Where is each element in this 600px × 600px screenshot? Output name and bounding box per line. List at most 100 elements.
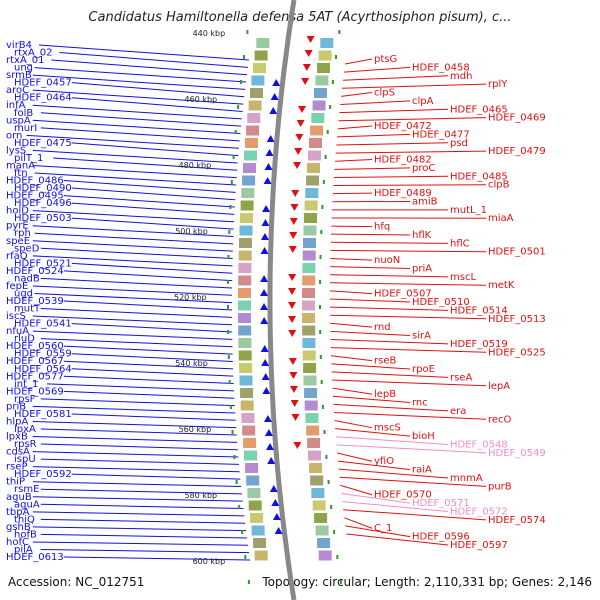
gene-label-hdef-0513[interactable]: HDEF_0513 bbox=[488, 314, 546, 325]
gene-label-hdef-0475[interactable]: HDEF_0475 bbox=[14, 138, 72, 149]
gene-label-rnc[interactable]: rnc bbox=[412, 398, 428, 409]
gene-label-infa[interactable]: infA bbox=[6, 100, 26, 111]
gene-label-mdh[interactable]: mdh bbox=[450, 71, 472, 82]
gene-label-hdef-0577[interactable]: HDEF_0577 bbox=[6, 371, 64, 382]
gene-label-proc[interactable]: proC bbox=[412, 163, 435, 174]
gene-label-hflc[interactable]: hflC bbox=[450, 238, 470, 249]
gene-label-miaa[interactable]: miaA bbox=[488, 213, 514, 224]
gene-label-thip[interactable]: thiP bbox=[6, 477, 25, 488]
gene-label-hdef-0569[interactable]: HDEF_0569 bbox=[6, 386, 64, 397]
gene-label-rpsf[interactable]: rpsF bbox=[14, 394, 36, 405]
gene-label-nfua[interactable]: nfuA bbox=[6, 326, 29, 337]
gene-label-hold[interactable]: holD bbox=[6, 206, 29, 217]
gene-label-pyre[interactable]: pyrE bbox=[6, 221, 29, 232]
gene-label-rsep[interactable]: rseP bbox=[6, 462, 28, 473]
gene-label-pilt-1[interactable]: pilT_1 bbox=[14, 153, 43, 164]
gene-label-hdef-0510[interactable]: HDEF_0510 bbox=[412, 297, 470, 308]
gene-label-hdef-0571[interactable]: HDEF_0571 bbox=[412, 498, 470, 509]
gene-label-rlud[interactable]: rluD bbox=[14, 334, 35, 345]
gene-label-clpa[interactable]: clpA bbox=[412, 96, 434, 107]
gene-label-hdef-0496[interactable]: HDEF_0496 bbox=[14, 198, 72, 209]
gene-label-pila[interactable]: pilA bbox=[14, 544, 33, 555]
gene-label-hdef-0479[interactable]: HDEF_0479 bbox=[488, 146, 546, 157]
gene-label-rpsr[interactable]: rpsR bbox=[14, 439, 37, 450]
gene-label-hdef-0486[interactable]: HDEF_0486 bbox=[6, 176, 64, 187]
gene-label-hdef-0490[interactable]: HDEF_0490 bbox=[14, 183, 72, 194]
gene-label-hofc[interactable]: hofC bbox=[6, 537, 29, 548]
gene-label-hdef-0472[interactable]: HDEF_0472 bbox=[374, 121, 432, 132]
gene-label-psd[interactable]: psd bbox=[450, 138, 468, 149]
gene-label-hdef-0501[interactable]: HDEF_0501 bbox=[488, 247, 546, 258]
gene-label-hdef-0507[interactable]: HDEF_0507 bbox=[374, 289, 432, 300]
gene-label-hdef-0465[interactable]: HDEF_0465 bbox=[450, 104, 508, 115]
gene-label-cdsa[interactable]: cdsA bbox=[6, 447, 30, 458]
gene-label-rply[interactable]: rplY bbox=[488, 79, 508, 90]
gene-label-lepa[interactable]: lepA bbox=[488, 381, 510, 392]
gene-label-mutt[interactable]: mutT bbox=[14, 304, 41, 315]
gene-label-rtxa-01[interactable]: rtxA_01 bbox=[6, 55, 45, 66]
gene-label-hdef-0567[interactable]: HDEF_0567 bbox=[6, 356, 64, 367]
gene-label-hdef-0485[interactable]: HDEF_0485 bbox=[450, 171, 508, 182]
gene-label-hdef-0539[interactable]: HDEF_0539 bbox=[6, 296, 64, 307]
gene-label-agua[interactable]: aguA bbox=[14, 499, 40, 510]
gene-label-hdef-0560[interactable]: HDEF_0560 bbox=[6, 341, 64, 352]
gene-label-hdef-0495[interactable]: HDEF_0495 bbox=[6, 191, 64, 202]
gene-label-ugd[interactable]: ugd bbox=[14, 288, 33, 299]
gene-label-lepb[interactable]: lepB bbox=[374, 389, 396, 400]
gene-label-hdef-0519[interactable]: HDEF_0519 bbox=[450, 339, 508, 350]
gene-label-pria[interactable]: priA bbox=[412, 263, 432, 274]
gene-label-agub[interactable]: aguB bbox=[6, 492, 32, 503]
gene-label-hdef-0596[interactable]: HDEF_0596 bbox=[412, 532, 470, 543]
gene-label-hdef-0572[interactable]: HDEF_0572 bbox=[450, 506, 508, 517]
gene-label-hdef-0458[interactable]: HDEF_0458 bbox=[412, 62, 470, 73]
gene-label-rsme[interactable]: rsmE bbox=[14, 484, 39, 495]
gene-label-orn[interactable]: orn bbox=[6, 130, 22, 141]
gene-label-nadb[interactable]: nadB bbox=[14, 273, 40, 284]
gene-label-hdef-0559[interactable]: HDEF_0559 bbox=[14, 349, 72, 360]
gene-label-yfio[interactable]: yfiO bbox=[374, 456, 394, 467]
gene-label-clps[interactable]: clpS bbox=[374, 88, 395, 99]
gene-label-hdef-0548[interactable]: HDEF_0548 bbox=[450, 439, 508, 450]
gene-label-hdef-0564[interactable]: HDEF_0564 bbox=[14, 364, 72, 375]
gene-label-hdef-0514[interactable]: HDEF_0514 bbox=[450, 305, 508, 316]
gene-label-aroc[interactable]: aroC bbox=[6, 85, 29, 96]
gene-label-mutl-1[interactable]: mutL_1 bbox=[450, 205, 487, 216]
gene-label-spee[interactable]: speE bbox=[6, 236, 30, 247]
gene-label-c-1[interactable]: C_1 bbox=[374, 523, 392, 534]
gene-label-virb4[interactable]: virB4 bbox=[6, 40, 32, 51]
gene-label-fepe[interactable]: fepE bbox=[6, 281, 28, 292]
gene-label-nuon[interactable]: nuoN bbox=[374, 255, 400, 266]
gene-label-hlpa[interactable]: hlpA bbox=[6, 416, 28, 427]
gene-label-hdef-0613[interactable]: HDEF_0613 bbox=[6, 552, 64, 563]
gene-label-rpoe[interactable]: rpoE bbox=[412, 364, 435, 375]
gene-label-ispu[interactable]: ispU bbox=[14, 454, 36, 465]
gene-label-lpxb[interactable]: lpxB bbox=[6, 432, 28, 443]
gene-label-hdef-0581[interactable]: HDEF_0581 bbox=[14, 409, 72, 420]
gene-label-mscl[interactable]: mscL bbox=[450, 272, 476, 283]
gene-label-thiq[interactable]: thiQ bbox=[14, 514, 35, 525]
gene-label-srmb[interactable]: srmB bbox=[6, 70, 32, 81]
gene-label-hdef-0464[interactable]: HDEF_0464 bbox=[14, 93, 72, 104]
gene-label-folb[interactable]: folB bbox=[14, 108, 33, 119]
gene-label-hdef-0469[interactable]: HDEF_0469 bbox=[488, 113, 546, 124]
gene-label-tbpa[interactable]: tbpA bbox=[6, 507, 30, 518]
gene-label-hdef-0549[interactable]: HDEF_0549 bbox=[488, 448, 546, 459]
gene-label-sped[interactable]: speD bbox=[14, 243, 40, 254]
gene-label-hdef-0524[interactable]: HDEF_0524 bbox=[6, 266, 64, 277]
gene-label-prib[interactable]: priB bbox=[6, 401, 26, 412]
gene-label-hdef-0489[interactable]: HDEF_0489 bbox=[374, 188, 432, 199]
gene-label-mnma[interactable]: mnmA bbox=[450, 473, 483, 484]
gene-label-sira[interactable]: sirA bbox=[412, 331, 431, 342]
gene-label-bioh[interactable]: bioH bbox=[412, 431, 435, 442]
gene-label-lpxa[interactable]: lpxA bbox=[14, 424, 36, 435]
gene-label-hdef-0482[interactable]: HDEF_0482 bbox=[374, 155, 432, 166]
gene-label-metk[interactable]: metK bbox=[488, 280, 515, 291]
gene-label-gshb[interactable]: gshB bbox=[6, 522, 31, 533]
gene-label-lyss[interactable]: lysS bbox=[6, 145, 26, 156]
gene-label-reco[interactable]: recO bbox=[488, 414, 512, 425]
gene-label-mscs[interactable]: mscS bbox=[374, 423, 401, 434]
gene-label-mana[interactable]: manA bbox=[6, 160, 35, 171]
gene-label-amib[interactable]: amiB bbox=[412, 196, 438, 207]
gene-label-int-1[interactable]: int_1 bbox=[14, 379, 38, 390]
gene-label-era[interactable]: era bbox=[450, 406, 466, 417]
